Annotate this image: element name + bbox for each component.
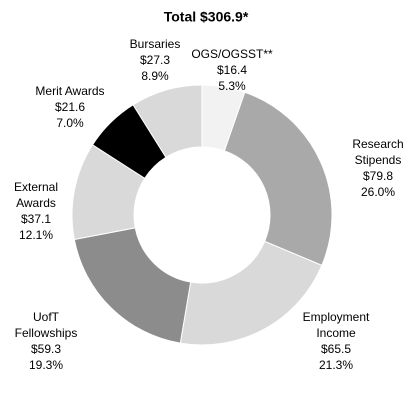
value-label: $16.4 bbox=[217, 63, 247, 77]
slice-label: OGS/OGSST** bbox=[191, 47, 273, 61]
value-label: $79.8 bbox=[363, 169, 393, 183]
value-label: $59.3 bbox=[31, 342, 61, 356]
slice-label: Stipends bbox=[355, 153, 402, 167]
slice-label: Merit Awards bbox=[35, 84, 104, 98]
slice-label: External bbox=[14, 180, 58, 194]
donut-slice bbox=[132, 84, 203, 159]
percentage-label: 19.3% bbox=[29, 358, 63, 372]
slice-label: Bursaries bbox=[130, 37, 181, 51]
donut-slice bbox=[179, 240, 323, 346]
slice-label: Awards bbox=[16, 196, 56, 210]
percentage-label: 8.9% bbox=[141, 69, 169, 83]
value-label: $65.5 bbox=[321, 342, 351, 356]
percentage-label: 5.3% bbox=[218, 79, 246, 93]
percentage-label: 21.3% bbox=[319, 358, 353, 372]
value-label: $27.3 bbox=[140, 53, 170, 67]
slice-label: Research bbox=[352, 137, 403, 151]
slice-label: Employment bbox=[303, 310, 370, 324]
donut-slice bbox=[73, 227, 192, 344]
donut-slice bbox=[223, 91, 333, 267]
percentage-label: 12.1% bbox=[19, 228, 53, 242]
percentage-label: 26.0% bbox=[361, 185, 395, 199]
value-label: $21.6 bbox=[55, 100, 85, 114]
percentage-label: 7.0% bbox=[56, 116, 84, 130]
chart-title: Total $306.9* bbox=[164, 9, 249, 25]
value-label: $37.1 bbox=[21, 212, 51, 226]
slice-label: Income bbox=[316, 326, 356, 340]
slice-label: UofT bbox=[33, 310, 60, 324]
slice-label: Fellowships bbox=[15, 326, 78, 340]
